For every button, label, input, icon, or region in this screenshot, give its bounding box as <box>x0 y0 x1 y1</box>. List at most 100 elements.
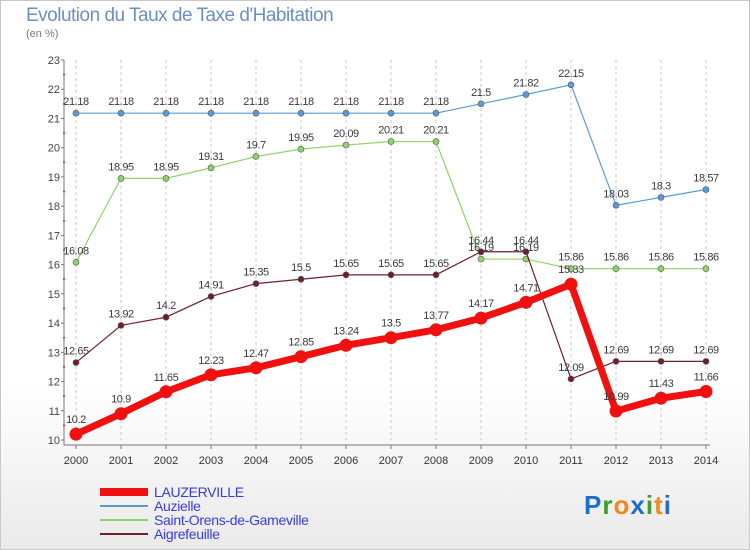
data-label-auzielle: 21.18 <box>378 96 404 108</box>
data-point-saint-orens-de-gameville <box>387 138 395 145</box>
data-label-saint-orens-de-gameville: 19.7 <box>246 139 266 151</box>
legend-label: Saint-Orens-de-Gameville <box>154 512 309 528</box>
data-point-lauzerville <box>249 361 263 375</box>
data-label-aigrefeuille: 15.35 <box>243 267 269 279</box>
data-label-aigrefeuille: 13.92 <box>108 308 134 320</box>
data-point-auzielle <box>387 109 395 117</box>
data-point-lauzerville <box>159 385 173 399</box>
logo-letter: i <box>663 490 672 520</box>
data-point-auzielle <box>477 100 485 108</box>
data-point-aigrefeuille <box>522 248 530 256</box>
legend-item: Saint-Orens-de-Gameville <box>100 512 309 528</box>
data-label-lauzerville: 13.5 <box>381 318 401 330</box>
data-point-auzielle <box>72 109 80 117</box>
logo-letter: i <box>645 490 655 520</box>
data-label-lauzerville: 11.65 <box>154 372 179 384</box>
data-point-lauzerville <box>114 407 128 421</box>
data-label-auzielle: 21.18 <box>423 96 449 108</box>
data-point-saint-orens-de-gameville <box>207 164 215 172</box>
data-label-aigrefeuille: 16.44 <box>468 235 494 247</box>
data-point-aigrefeuille <box>162 313 170 321</box>
data-label-aigrefeuille: 15.65 <box>333 258 359 270</box>
y-tick-label: 20 <box>48 143 60 155</box>
data-label-aigrefeuille: 12.69 <box>648 344 674 356</box>
data-label-saint-orens-de-gameville: 16.19 <box>513 242 539 254</box>
data-label-saint-orens-de-gameville: 20.21 <box>423 125 449 137</box>
y-tick-label: 17 <box>48 230 60 242</box>
data-label-saint-orens-de-gameville: 20.21 <box>378 125 404 137</box>
data-point-lauzerville <box>429 323 443 337</box>
logo-letter: x <box>630 490 646 520</box>
data-label-lauzerville: 11.66 <box>694 371 719 383</box>
data-label-aigrefeuille: 14.2 <box>156 300 176 312</box>
data-point-lauzerville <box>69 427 83 441</box>
x-tick-label: 2003 <box>199 455 223 467</box>
data-label-auzielle: 21.82 <box>513 77 539 89</box>
data-point-saint-orens-de-gameville <box>342 141 350 149</box>
data-label-saint-orens-de-gameville: 15.86 <box>693 252 719 264</box>
logo-letter: o <box>613 490 631 520</box>
x-tick-label: 2006 <box>334 455 358 467</box>
data-point-saint-orens-de-gameville <box>702 265 710 273</box>
data-point-saint-orens-de-gameville <box>567 265 575 273</box>
legend-label: Aigrefeuille <box>154 526 220 542</box>
data-label-aigrefeuille: 15.65 <box>423 258 449 270</box>
data-label-auzielle: 21.18 <box>198 96 224 108</box>
data-point-aigrefeuille <box>657 358 665 365</box>
data-label-aigrefeuille: 14.91 <box>198 279 224 291</box>
data-label-aigrefeuille: 12.09 <box>558 362 584 374</box>
data-label-lauzerville: 15.33 <box>558 264 584 276</box>
y-tick-label: 15 <box>48 289 60 301</box>
data-label-auzielle: 18.03 <box>603 188 629 200</box>
data-label-lauzerville: 12.23 <box>198 355 224 367</box>
data-point-aigrefeuille <box>117 322 125 329</box>
legend-item: Aigrefeuille <box>100 526 220 542</box>
x-tick-label: 2005 <box>289 455 313 467</box>
data-label-lauzerville: 12.85 <box>288 337 314 349</box>
data-label-auzielle: 21.18 <box>333 96 359 108</box>
data-label-saint-orens-de-gameville: 18.95 <box>153 161 179 173</box>
data-label-lauzerville: 14.17 <box>468 298 494 310</box>
data-label-lauzerville: 14.71 <box>513 282 539 294</box>
logo-letter: t <box>654 490 664 520</box>
x-tick-label: 2007 <box>379 455 403 467</box>
data-label-aigrefeuille: 12.69 <box>603 344 629 356</box>
data-point-saint-orens-de-gameville <box>612 265 620 273</box>
data-label-lauzerville: 10.9 <box>111 394 131 406</box>
x-tick-label: 2001 <box>109 455 133 467</box>
y-tick-label: 16 <box>48 260 60 272</box>
data-label-auzielle: 21.18 <box>108 96 134 108</box>
data-point-lauzerville <box>204 368 218 382</box>
data-label-auzielle: 18.3 <box>651 180 671 192</box>
x-tick-label: 2011 <box>559 455 583 467</box>
data-point-lauzerville <box>294 350 308 364</box>
x-tick-label: 2008 <box>424 455 448 467</box>
data-label-aigrefeuille: 12.69 <box>693 344 719 356</box>
data-label-auzielle: 18.57 <box>693 172 719 184</box>
data-label-lauzerville: 10.2 <box>66 414 86 426</box>
data-label-saint-orens-de-gameville: 15.86 <box>603 252 629 264</box>
data-label-auzielle: 21.18 <box>243 96 269 108</box>
legend-label: Auzielle <box>154 498 201 514</box>
data-label-auzielle: 22.15 <box>558 68 584 80</box>
x-tick-label: 2013 <box>649 455 673 467</box>
data-point-lauzerville <box>654 391 668 405</box>
data-point-auzielle <box>207 109 215 117</box>
data-point-lauzerville <box>609 404 623 418</box>
data-point-lauzerville <box>474 311 488 325</box>
data-label-saint-orens-de-gameville: 19.95 <box>288 132 314 144</box>
y-tick-label: 21 <box>48 113 60 125</box>
data-label-lauzerville: 11.43 <box>649 378 674 390</box>
data-point-lauzerville <box>699 384 713 398</box>
data-point-auzielle <box>612 201 620 209</box>
x-tick-label: 2004 <box>244 455 268 467</box>
data-point-aigrefeuille <box>72 359 80 366</box>
data-label-lauzerville: 13.77 <box>423 310 449 322</box>
data-point-aigrefeuille <box>612 358 620 365</box>
data-point-auzielle <box>432 109 440 117</box>
logo-letter: r <box>602 490 614 520</box>
data-point-auzielle <box>702 186 710 193</box>
legend-swatch <box>100 505 148 507</box>
y-tick-label: 23 <box>48 55 60 67</box>
